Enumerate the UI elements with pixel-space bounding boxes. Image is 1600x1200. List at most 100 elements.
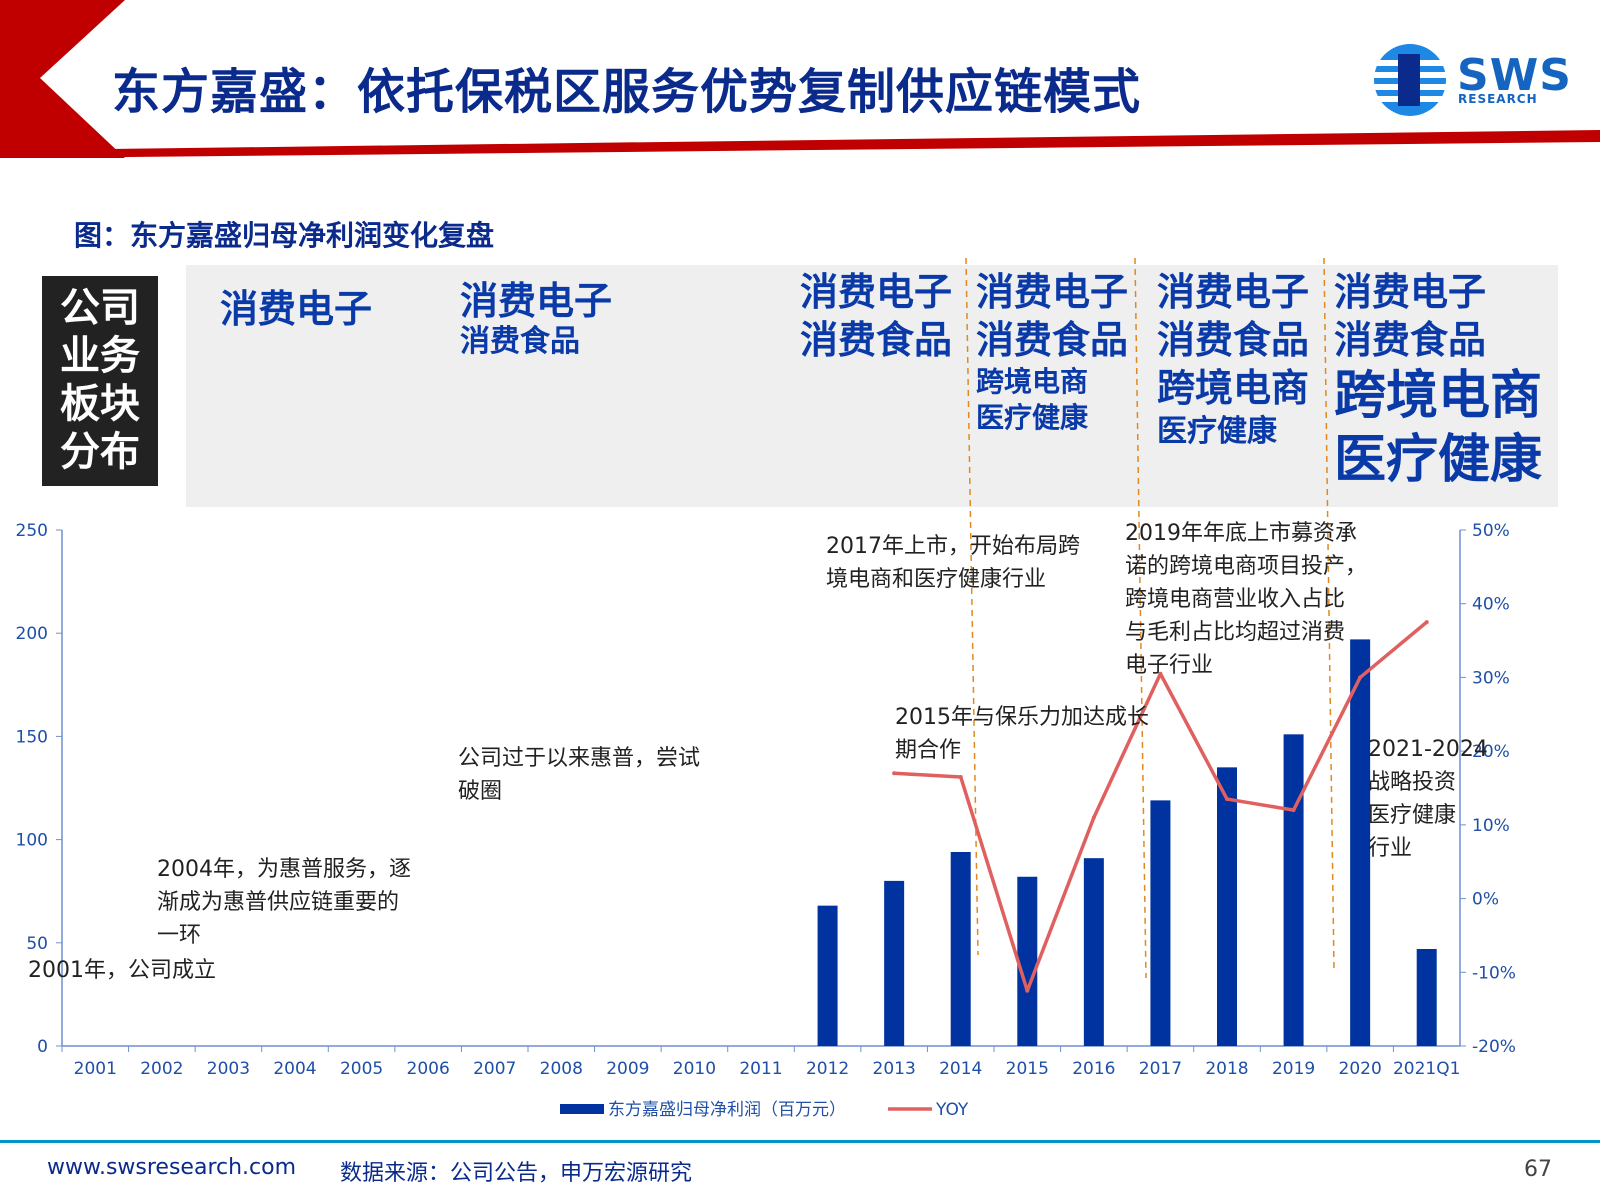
x-tick-label: 2009 [606, 1059, 649, 1079]
segment-label: 医疗健康 [976, 401, 1089, 434]
segment-label: 消费食品 [976, 318, 1129, 362]
segment-stage-6: 消费电子 消费食品 跨境电商 医疗健康 [1334, 268, 1542, 492]
profit-bar [950, 851, 971, 1046]
left-tick-label: 150 [16, 727, 48, 747]
segment-label: 消费电子 [1334, 270, 1487, 314]
annotation-2001: 2001年，公司成立 [28, 954, 216, 987]
yoy-point [1225, 797, 1229, 802]
footer-url[interactable]: www.swsresearch.com [47, 1155, 297, 1180]
annotation-line: 一环 [157, 923, 202, 948]
segment-label: 医疗健康 [1334, 430, 1543, 490]
x-tick-label: 2013 [873, 1059, 916, 1079]
annotation-line: 渐成为惠普供应链重要的 [157, 890, 400, 915]
x-tick-label: 2008 [540, 1059, 583, 1079]
annotation-line: 与毛利占比均超过消费 [1125, 620, 1346, 645]
x-tick-label: 2006 [407, 1059, 450, 1079]
x-tick-label: 2014 [939, 1059, 982, 1079]
annotation-2019: 2019年年底上市募资承 诺的跨境电商项目投产， 跨境电商营业收入占比 与毛利占… [1125, 517, 1367, 682]
left-tick-label: 0 [37, 1037, 48, 1057]
x-tick-label: 2002 [140, 1059, 183, 1079]
segment-stage-4: 消费电子 消费食品 跨境电商 医疗健康 [976, 268, 1128, 436]
header-decoration [0, 0, 1600, 158]
annotation-line: 2019年年底上市募资承 [1125, 521, 1357, 546]
data-source: 数据来源：公司公告，申万宏源研究 [340, 1161, 693, 1186]
yoy-point [1358, 675, 1363, 680]
profit-bar [1017, 876, 1038, 1046]
page-title: 东方嘉盛：依托保税区服务优势复制供应链模式 [112, 64, 1142, 120]
annotation-2007: 公司过于以来惠普，尝试 破圈 [458, 742, 700, 808]
stage-divider [1323, 257, 1335, 971]
yoy-point [892, 771, 897, 776]
legend-label-yoy: YOY [935, 1100, 969, 1120]
profit-bar [1150, 800, 1171, 1046]
yoy-point [1291, 808, 1296, 813]
left-tick-label: 250 [16, 521, 48, 541]
right-tick-label: -20% [1472, 1037, 1516, 1057]
yoy-point [1091, 815, 1096, 820]
x-tick-label: 2011 [739, 1059, 782, 1079]
yoy-point [1158, 671, 1163, 676]
segment-label: 消费食品 [460, 324, 580, 359]
annotation-2017: 2017年上市，开始布局跨 境电商和医疗健康行业 [826, 530, 1080, 596]
footer-divider [0, 1140, 1600, 1143]
profit-bar [1083, 858, 1104, 1046]
segment-label: 消费电子 [800, 270, 953, 314]
logo-text: SWS [1457, 50, 1572, 101]
x-tick-label: 2015 [1006, 1059, 1049, 1079]
annotation-line: 电子行业 [1125, 653, 1214, 678]
figure-caption: 图：东方嘉盛归母净利润变化复盘 [74, 219, 495, 252]
x-tick-label: 2017 [1139, 1059, 1182, 1079]
segment-label: 跨境电商 [1157, 366, 1310, 410]
annotation-line: 2015年与保乐力加达成长 [895, 705, 1149, 730]
segment-panel [186, 265, 1558, 507]
chart-legend: 东方嘉盛归母净利润（百万元） YOY [560, 1100, 969, 1120]
x-tick-label: 2005 [340, 1059, 383, 1079]
right-tick-label: 30% [1472, 668, 1510, 688]
biz-label-line: 业务 [60, 333, 140, 379]
profit-bar [1283, 734, 1304, 1046]
annotation-line: 2021-2024 [1368, 737, 1488, 762]
annotation-line: 2004年，为惠普服务，逐 [157, 857, 411, 882]
annotation-line: 行业 [1368, 836, 1413, 861]
biz-label-line: 分布 [60, 429, 140, 475]
profit-bar [1217, 767, 1237, 1046]
annotation-line: 跨境电商营业收入占比 [1125, 587, 1346, 612]
right-tick-label: 40% [1472, 595, 1510, 615]
segment-label: 消费电子 [976, 270, 1129, 314]
yoy-series [892, 620, 1429, 993]
sws-logo-icon [1374, 44, 1446, 116]
page-number: 67 [1524, 1157, 1552, 1182]
yoy-point [1424, 620, 1429, 625]
x-tick-label: 2019 [1272, 1059, 1315, 1079]
segment-label: 消费食品 [1334, 318, 1487, 362]
x-tick-label: 2001 [74, 1059, 117, 1079]
segment-label: 消费食品 [800, 318, 953, 362]
segment-label: 消费电子 [460, 279, 613, 323]
annotation-line: 战略投资 [1368, 770, 1457, 795]
annotation-line: 2017年上市，开始布局跨 [826, 534, 1080, 559]
segment-stage-5: 消费电子 消费食品 跨境电商 医疗健康 [1157, 268, 1309, 452]
annotation-line: 期合作 [895, 738, 962, 763]
right-tick-label: 50% [1472, 521, 1510, 541]
left-tick-label: 50 [26, 934, 48, 954]
legend-swatch-profit [560, 1104, 604, 1114]
annotation-2021: 2021-2024 战略投资 医疗健康 行业 [1368, 733, 1488, 865]
segment-label: 医疗健康 [1157, 414, 1277, 449]
segment-label: 跨境电商 [976, 365, 1089, 398]
logo-subtext: RESEARCH [1458, 92, 1538, 106]
annotation-line: 境电商和医疗健康行业 [826, 567, 1047, 592]
annotation-2004: 2004年，为惠普服务，逐 渐成为惠普供应链重要的 一环 [157, 853, 411, 952]
stage-divider [965, 257, 979, 956]
yoy-point [1025, 988, 1030, 993]
x-tick-label: 2021Q1 [1393, 1059, 1460, 1079]
profit-bar [1350, 639, 1371, 1046]
annotation-2015: 2015年与保乐力加达成长 期合作 [895, 701, 1149, 767]
segment-label: 消费食品 [1157, 318, 1310, 362]
segment-label: 跨境电商 [1334, 366, 1543, 426]
annotation-line: 2001年，公司成立 [28, 958, 216, 983]
segment-label: 消费电子 [1157, 270, 1310, 314]
right-tick-label: 20% [1472, 742, 1510, 762]
stage-dividers [965, 257, 1335, 979]
biz-label-line: 公司 [60, 285, 140, 331]
